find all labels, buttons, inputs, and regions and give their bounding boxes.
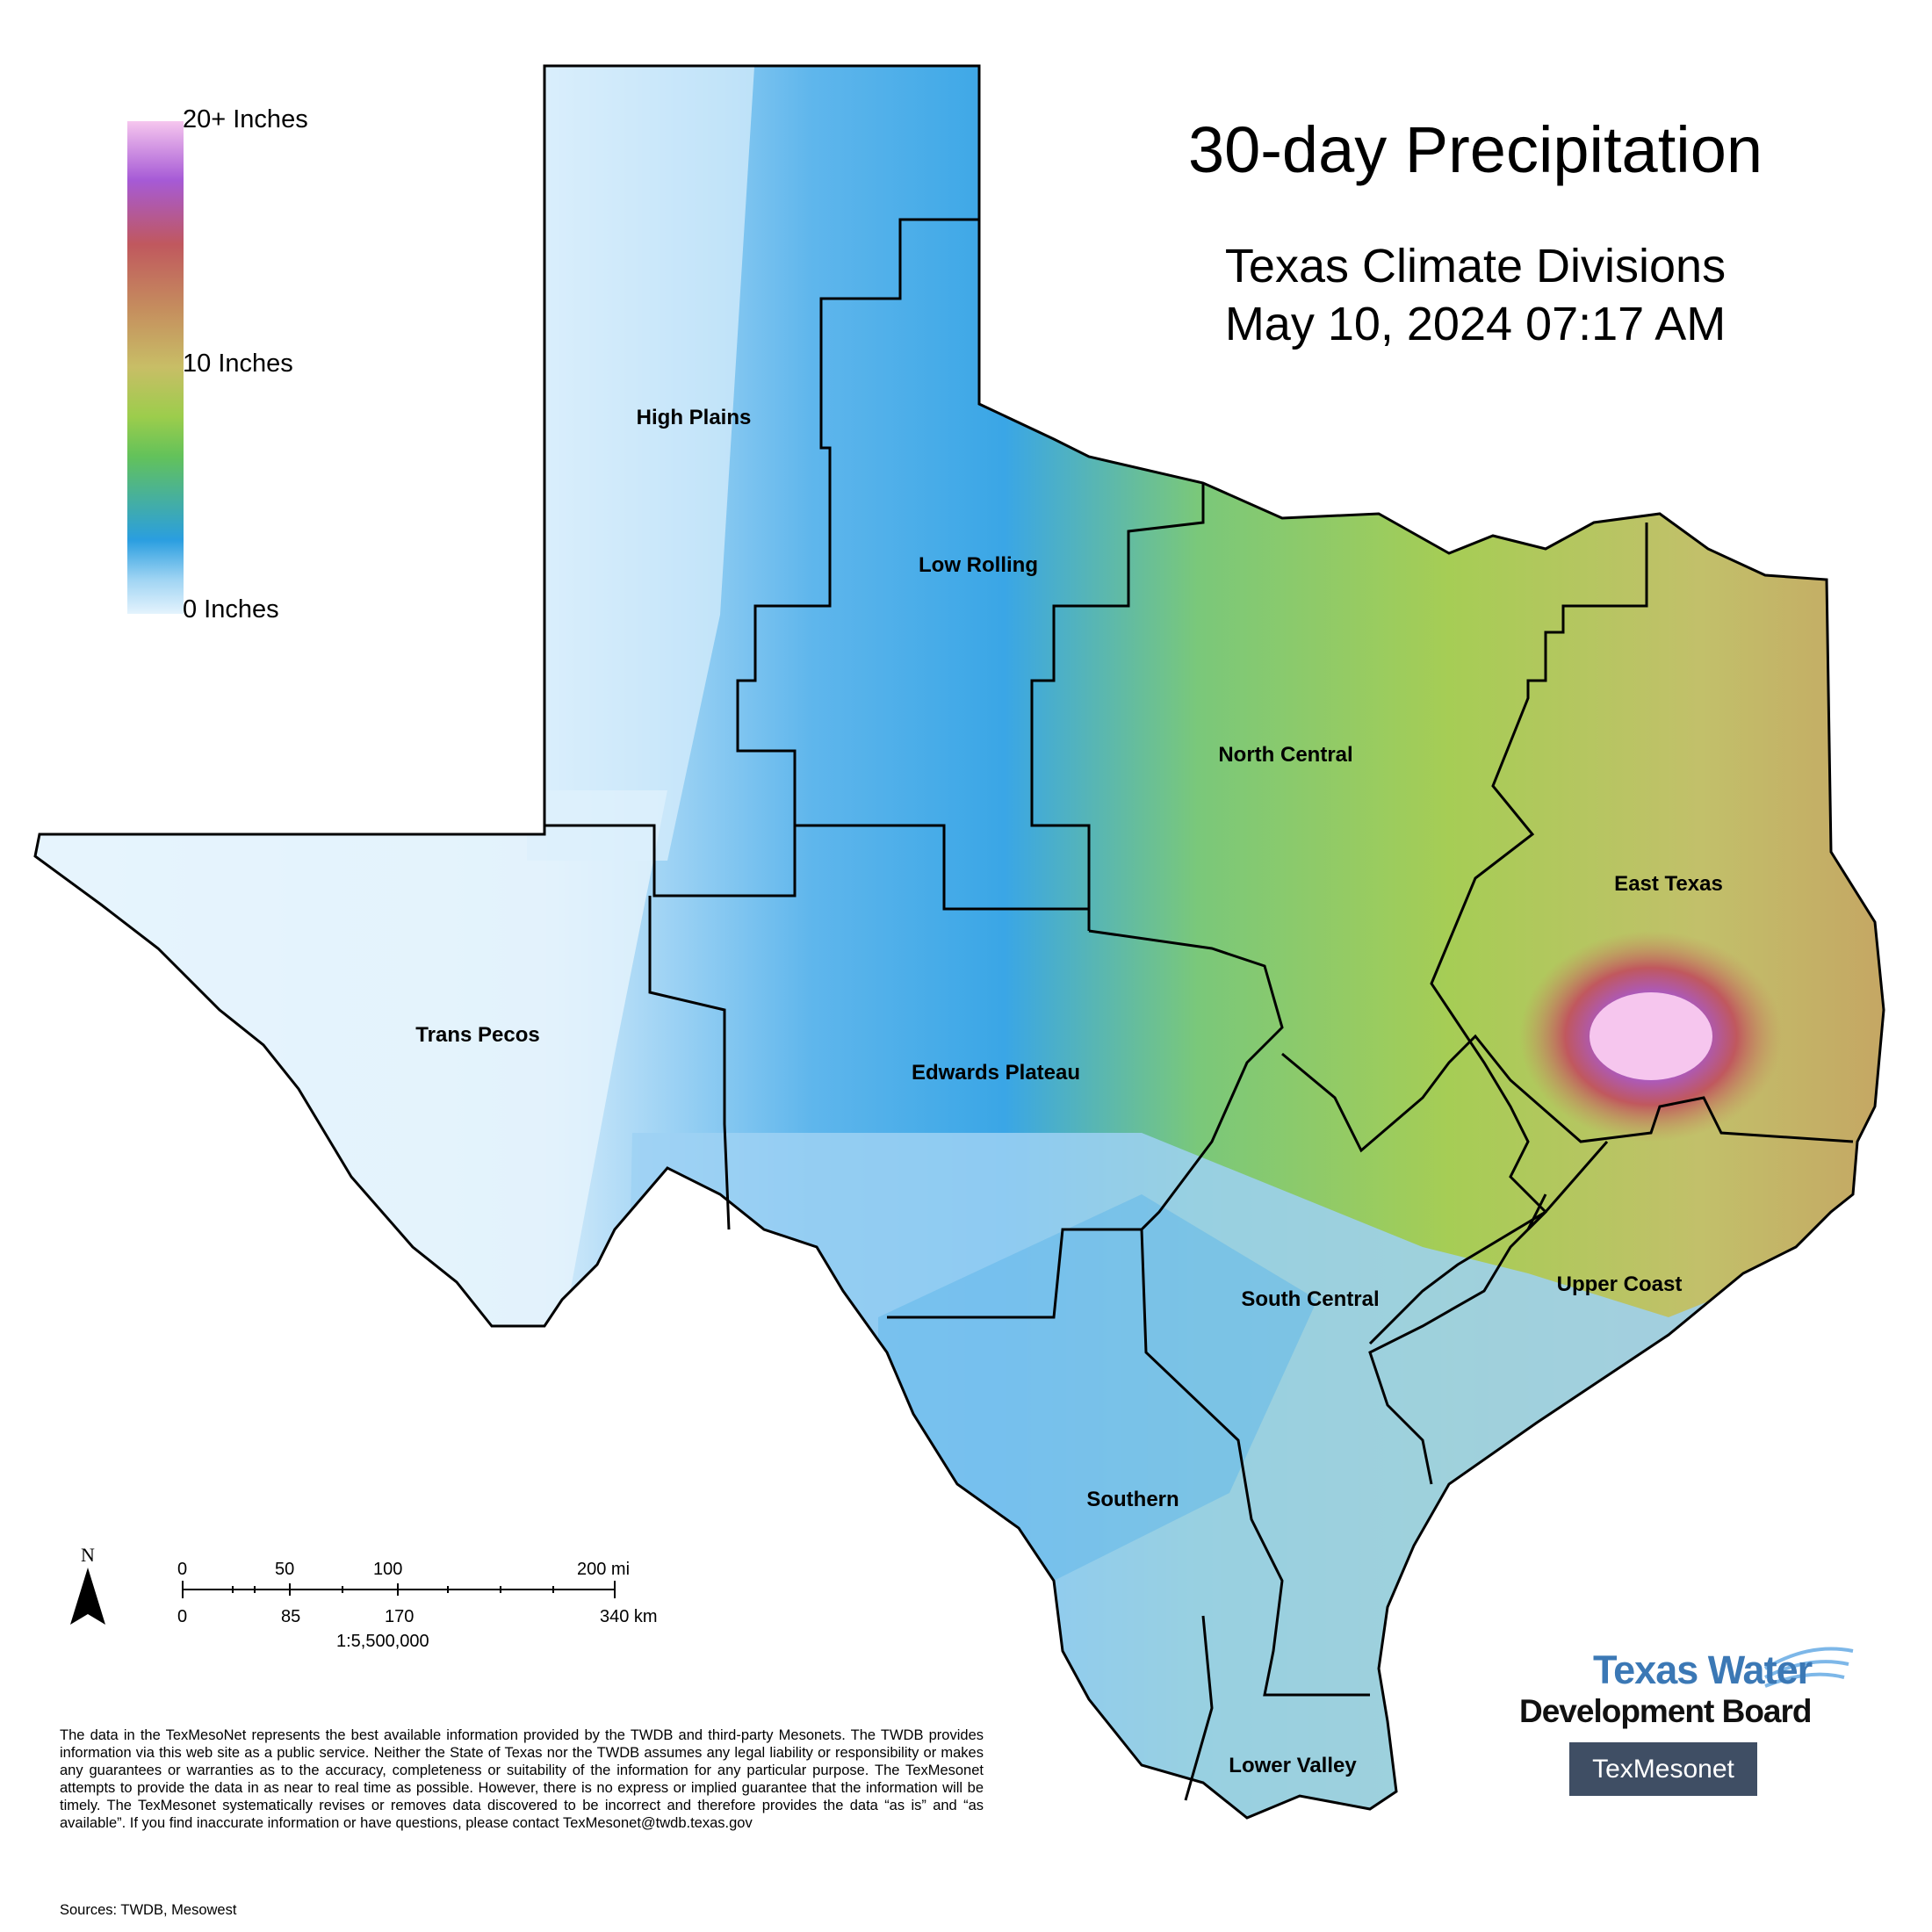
legend-mid-label: 10 Inches xyxy=(183,350,293,378)
scale-mi-200: 200 mi xyxy=(577,1560,631,1579)
twdb-logo-icon xyxy=(1763,1647,1854,1688)
legend-top-label: 20+ Inches xyxy=(183,105,308,133)
texmesonet-logo: TexMesonet xyxy=(1569,1742,1757,1796)
sources-text: Sources: TWDB, Mesowest xyxy=(60,1902,237,1918)
scale-km-170: 170 xyxy=(385,1607,415,1626)
region-label-low-rolling: Low Rolling xyxy=(919,553,1038,577)
map-subtitle: Texas Climate Divisions May 10, 2024 07:… xyxy=(1107,237,1844,353)
state-outline xyxy=(33,64,1885,1820)
scale-km-0: 0 xyxy=(177,1607,188,1626)
region-label-high-plains: High Plains xyxy=(636,406,752,429)
region-label-north-central: North Central xyxy=(1218,743,1353,767)
region-label-east-texas: East Texas xyxy=(1614,872,1723,896)
region-label-trans-pecos: Trans Pecos xyxy=(415,1023,540,1047)
scale-ratio: 1:5,500,000 xyxy=(336,1632,429,1651)
map-title: 30-day Precipitation xyxy=(1187,113,1763,186)
region-label-southern: Southern xyxy=(1086,1488,1179,1511)
disclaimer-text: The data in the TexMesoNet represents th… xyxy=(60,1727,984,1831)
twdb-logo-line1: Texas Water xyxy=(1593,1647,1813,1692)
scale-mi-50: 50 xyxy=(275,1560,295,1579)
north-label: N xyxy=(81,1544,95,1566)
scale-bar xyxy=(182,1581,616,1598)
division-borders xyxy=(544,218,1854,1801)
scale-km-85: 85 xyxy=(281,1607,301,1626)
region-label-lower-valley: Lower Valley xyxy=(1229,1754,1357,1777)
twdb-logo-line2: Development Board xyxy=(1519,1693,1813,1729)
region-label-edwards-plateau: Edwards Plateau xyxy=(911,1061,1081,1085)
subtitle-date: May 10, 2024 07:17 AM xyxy=(1224,298,1727,350)
region-label-upper-coast: Upper Coast xyxy=(1556,1272,1683,1296)
scale-mi-100: 100 xyxy=(373,1560,403,1579)
north-arrow-icon xyxy=(70,1568,105,1625)
subtitle-division: Texas Climate Divisions xyxy=(1224,240,1727,292)
scale-mi-0: 0 xyxy=(177,1560,188,1579)
scale-km-340: 340 km xyxy=(600,1607,658,1626)
legend-bottom-label: 0 Inches xyxy=(183,595,279,624)
legend-colorbar xyxy=(127,121,184,614)
region-label-south-central: South Central xyxy=(1241,1287,1380,1311)
